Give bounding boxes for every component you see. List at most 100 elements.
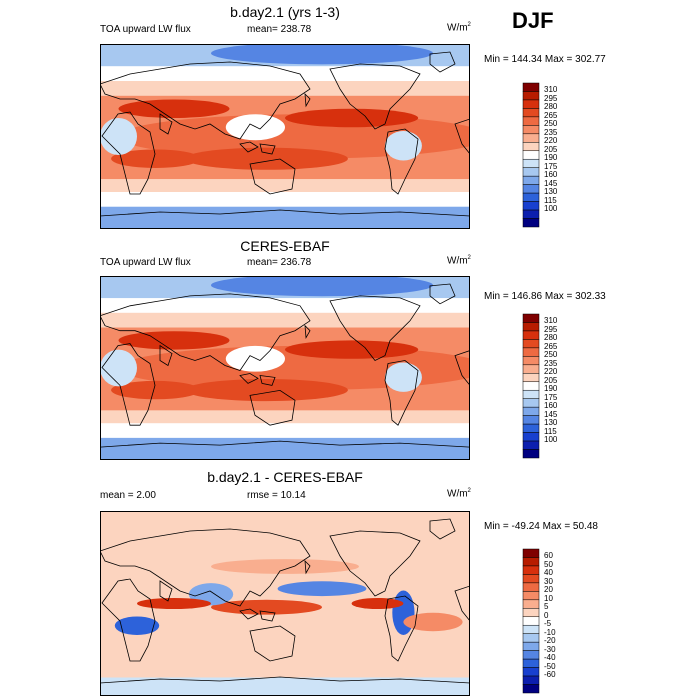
colorbar-tick-label: 0 <box>544 610 549 620</box>
colorbar-box <box>522 322 540 332</box>
coastline <box>329 530 421 597</box>
colorbar-box <box>522 591 540 601</box>
colorbar-box <box>522 440 540 450</box>
coastline <box>159 344 173 367</box>
center-label: rmse = 10.14 <box>247 490 306 501</box>
colorbar-tick-label: -5 <box>544 619 552 629</box>
colorbar-tick-label: -10 <box>544 627 556 637</box>
colorbar-tick-label: 235 <box>544 127 558 137</box>
contour-band <box>111 380 200 400</box>
colorbar-box <box>522 201 540 211</box>
colorbar-box <box>522 218 540 228</box>
colorbar-box <box>522 389 540 399</box>
colorbar-box <box>522 150 540 160</box>
colorbar-tick-label: -50 <box>544 661 556 671</box>
colorbar <box>522 548 540 694</box>
contour-band <box>403 612 463 632</box>
colorbar-box <box>522 641 540 651</box>
field-layer <box>100 276 470 460</box>
colorbar-tick-label: 160 <box>544 401 558 411</box>
colorbar-tick-label: 175 <box>544 161 558 171</box>
units-label: W/m2 <box>447 255 471 267</box>
coastline <box>304 559 311 575</box>
field-layer <box>100 511 470 696</box>
left-label: mean = 2.00 <box>100 490 156 501</box>
colorbar-tick-label: 20 <box>544 585 553 595</box>
colorbar-box <box>522 125 540 135</box>
colorbar-box <box>522 330 540 340</box>
contour-band <box>351 597 404 610</box>
coastline <box>259 375 276 386</box>
colorbar-tick-label: 190 <box>544 384 558 394</box>
coastline <box>159 580 173 602</box>
colorbar-tick-label: 205 <box>544 375 558 385</box>
colorbar-box <box>522 364 540 374</box>
map-border <box>100 511 470 696</box>
colorbar-box <box>522 398 540 408</box>
contour-band <box>185 147 348 170</box>
colorbar-tick-label: 310 <box>544 85 558 95</box>
colorbar-box <box>522 658 540 668</box>
coastline <box>100 61 311 140</box>
colorbar-box <box>522 616 540 626</box>
colorbar-tick-label: 205 <box>544 144 558 154</box>
colorbar-tick-label: 250 <box>544 350 558 360</box>
coastline <box>239 141 259 153</box>
colorbar-tick-label: 265 <box>544 110 558 120</box>
contour-band <box>100 118 137 155</box>
contour-band <box>211 276 433 297</box>
coastline <box>259 610 276 622</box>
colorbar-box <box>522 91 540 101</box>
panel-title: b.day2.1 - CERES-EBAF <box>207 469 363 485</box>
colorbar-box <box>522 423 540 433</box>
colorbar-box <box>522 373 540 383</box>
coastline <box>329 295 421 362</box>
coastline <box>304 324 311 340</box>
map-border <box>100 44 470 229</box>
colorbar-box <box>522 133 540 143</box>
colorbar-tick-label: 265 <box>544 341 558 351</box>
contour-band <box>285 108 419 128</box>
contour-band <box>118 99 230 118</box>
colorbar-tick-label: 30 <box>544 576 553 586</box>
colorbar-tick-label: 115 <box>544 426 557 436</box>
colorbar-box <box>522 99 540 109</box>
panel-title: CERES-EBAF <box>240 238 330 254</box>
contour-band <box>137 597 211 610</box>
contour-band <box>118 331 230 350</box>
colorbar-box <box>522 82 540 92</box>
colorbar-box <box>522 347 540 357</box>
left-label: TOA upward LW flux <box>100 257 191 268</box>
coastline <box>384 128 419 195</box>
coastline <box>384 595 419 662</box>
coastline <box>159 113 173 135</box>
colorbar-tick-label: 250 <box>544 119 558 129</box>
colorbar-box <box>522 406 540 416</box>
world-map <box>100 44 470 229</box>
contour-band <box>114 616 160 635</box>
colorbar-tick-label: 175 <box>544 392 558 402</box>
contour-band <box>392 590 415 635</box>
contour-band <box>225 114 285 141</box>
coastline <box>100 209 470 217</box>
colorbar-box <box>522 432 540 442</box>
contour-band <box>111 149 200 168</box>
min-max-label: Min = 144.34 Max = 302.77 <box>484 54 606 65</box>
colorbar-tick-label: 295 <box>544 324 558 334</box>
colorbar-tick-label: 10 <box>544 593 553 603</box>
contour-band <box>100 437 470 460</box>
coastline <box>100 528 311 607</box>
colorbar-tick-label: 40 <box>544 568 553 578</box>
coastline <box>100 440 470 448</box>
colorbar-box <box>522 548 540 558</box>
left-label: TOA upward LW flux <box>100 24 191 35</box>
min-max-label: Min = -49.24 Max = 50.48 <box>484 521 598 532</box>
coastline <box>249 625 296 662</box>
colorbar-box <box>522 574 540 584</box>
colorbar-tick-label: 295 <box>544 93 558 103</box>
colorbar-box <box>522 684 540 694</box>
map-border <box>100 276 470 460</box>
colorbar-box <box>522 381 540 391</box>
coastline <box>249 389 296 426</box>
coastline <box>100 293 311 371</box>
